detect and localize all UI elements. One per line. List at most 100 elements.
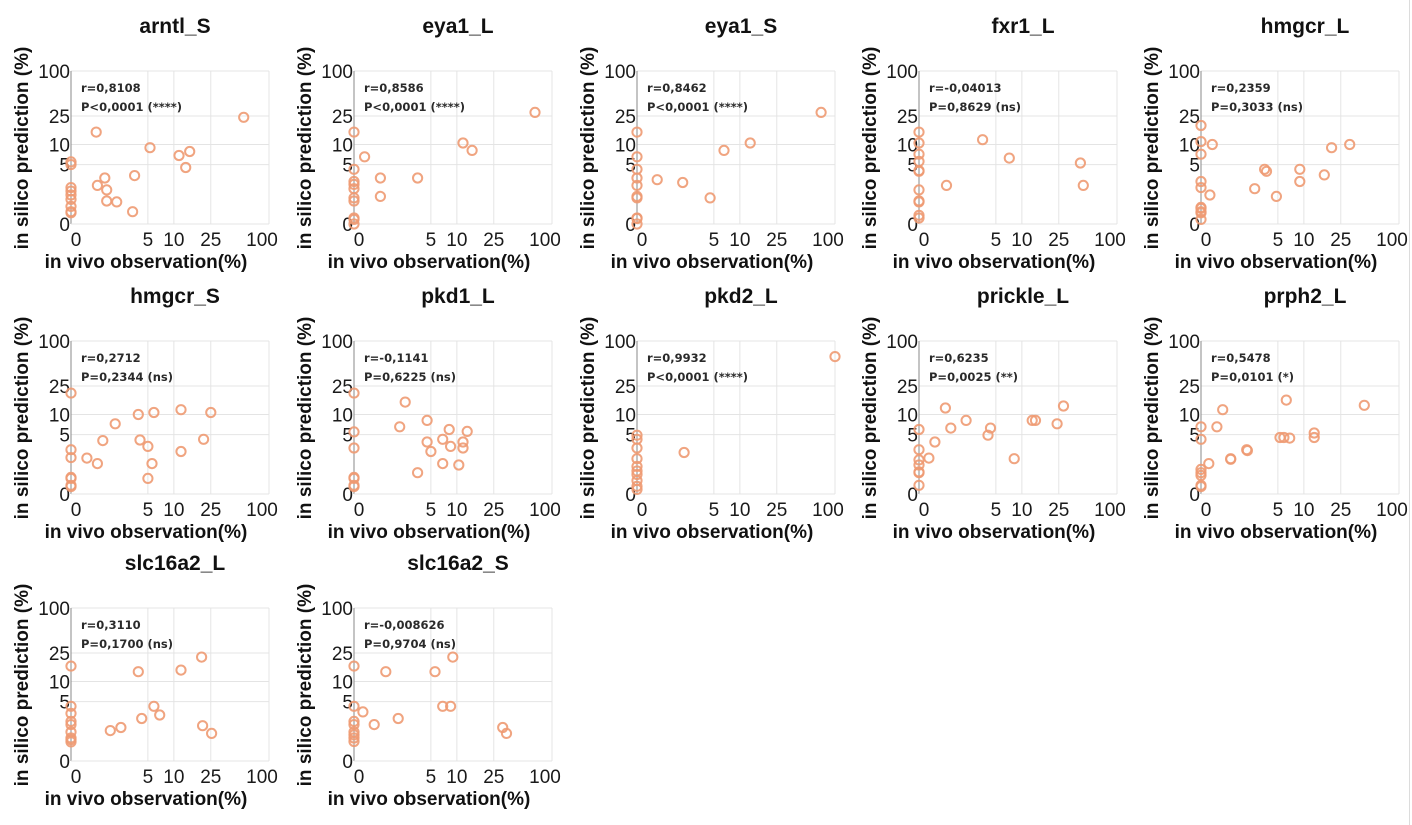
y-tick-label: 25	[1179, 107, 1200, 128]
data-point	[238, 111, 250, 123]
y-tick-label: 10	[897, 406, 918, 427]
y-tick-label: 10	[615, 406, 636, 427]
data-point	[631, 151, 643, 163]
y-tick-label: 25	[615, 107, 636, 128]
correlation-r-label: r=0,2359	[1211, 81, 1271, 95]
y-tick-label: 100	[321, 62, 353, 83]
data-point	[1195, 463, 1207, 475]
data-point	[115, 721, 127, 734]
y-tick-label: 100	[38, 599, 70, 620]
data-point	[443, 423, 455, 436]
x-tick-label: 0	[71, 230, 82, 251]
data-point	[631, 172, 643, 184]
data-point	[1294, 163, 1306, 175]
y-tick-label: 5	[1189, 426, 1200, 447]
data-point	[1284, 432, 1296, 444]
y-tick-label: 10	[49, 136, 70, 157]
data-point	[399, 396, 411, 408]
x-tick-label: 10	[729, 500, 750, 521]
data-point	[142, 472, 154, 484]
data-point	[1249, 183, 1261, 195]
x-tick-label: 5	[426, 230, 437, 251]
data-point	[913, 184, 925, 196]
x-tick-label: 10	[446, 230, 467, 251]
data-point	[977, 134, 989, 146]
scatter-panel-hmgcr_S: hmgcr_S 0 5 10 25 100 0 5 10 25 100 in vivo observa…	[0, 270, 284, 543]
data-point	[437, 433, 449, 445]
data-point	[447, 651, 459, 663]
data-point	[65, 719, 77, 731]
y-tick-label: 10	[1179, 136, 1200, 157]
correlation-r-label: r=0,9932	[647, 351, 707, 365]
y-tick-label: 25	[615, 377, 636, 398]
x-tick-label: 25	[1048, 230, 1069, 251]
x-tick-label: 25	[766, 230, 787, 251]
data-point	[65, 189, 77, 201]
x-tick-label: 5	[991, 230, 1002, 251]
data-point	[348, 715, 360, 727]
data-point	[1195, 119, 1207, 132]
x-tick-label: 10	[1293, 500, 1314, 521]
data-point	[111, 196, 123, 208]
y-axis-label: in silico prediction (%)	[1142, 47, 1163, 250]
x-tick-label: 10	[163, 767, 184, 788]
data-point	[1270, 190, 1282, 202]
scatter-panel-eya1_L: eya1_L 0 5 10 25 100 0 5 10 25 100 in vivo observat…	[283, 0, 567, 273]
x-axis-label: in vivo observation(%)	[611, 252, 814, 273]
x-tick-label: 25	[200, 767, 221, 788]
y-tick-label: 5	[342, 156, 353, 177]
p-value-label: P<0,0001 (****)	[647, 100, 748, 114]
data-point	[1280, 394, 1292, 406]
y-tick-label: 0	[907, 215, 918, 236]
data-point	[1195, 207, 1207, 219]
x-tick-label: 100	[529, 767, 561, 788]
data-point	[744, 137, 756, 149]
data-point	[412, 467, 424, 479]
y-tick-label: 25	[332, 644, 353, 665]
data-point	[445, 700, 457, 712]
data-point	[631, 460, 643, 472]
data-point	[466, 144, 478, 156]
data-point	[348, 213, 360, 225]
x-axis-label: in vivo observation(%)	[1175, 522, 1378, 543]
data-point	[940, 179, 953, 191]
x-tick-label: 5	[1273, 500, 1284, 521]
data-point	[913, 212, 925, 224]
data-point	[184, 145, 196, 158]
data-point	[1195, 175, 1207, 188]
x-tick-label: 10	[446, 767, 467, 788]
data-point	[348, 426, 360, 438]
y-tick-label: 0	[59, 752, 70, 773]
y-axis-label: in silico prediction (%)	[578, 317, 599, 520]
data-point	[175, 445, 187, 458]
x-tick-label: 100	[812, 230, 844, 251]
y-axis-label: in silico prediction (%)	[860, 317, 881, 520]
right-edge-divider	[1409, 0, 1410, 825]
data-point	[1259, 163, 1271, 175]
data-point	[148, 700, 160, 712]
correlation-r-label: r=0,5478	[1211, 351, 1271, 365]
x-axis-label: in vivo observation(%)	[1175, 252, 1378, 273]
p-value-label: P=0,8629 (ns)	[929, 100, 1021, 114]
data-point	[132, 408, 144, 421]
correlation-r-label: r=0,3110	[81, 618, 141, 632]
y-tick-label: 100	[604, 62, 636, 83]
data-point	[91, 458, 104, 470]
data-point	[1195, 213, 1207, 225]
data-point	[461, 425, 473, 437]
data-point	[1211, 421, 1223, 433]
y-axis-label: in silico prediction (%)	[578, 47, 599, 250]
y-tick-label: 25	[49, 644, 70, 665]
x-axis-label: in vivo observation(%)	[611, 522, 814, 543]
data-point	[631, 126, 643, 138]
data-point	[205, 406, 217, 419]
chart-title: eya1_L	[422, 15, 493, 38]
y-tick-label: 100	[886, 332, 918, 353]
x-tick-label: 100	[812, 500, 844, 521]
data-point	[1077, 179, 1089, 191]
data-point	[412, 172, 424, 184]
data-point	[144, 142, 156, 154]
data-point	[1318, 169, 1330, 181]
